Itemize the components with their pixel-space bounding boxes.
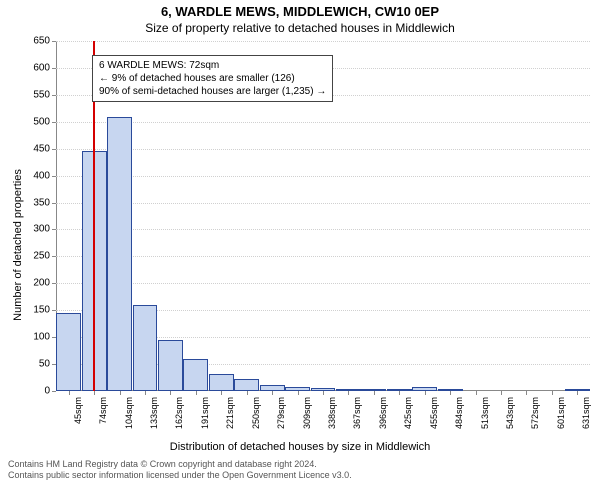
y-tick-label: 650 — [33, 36, 56, 47]
x-tick-label: 191sqm — [200, 397, 210, 429]
y-tick-label: 450 — [33, 143, 56, 154]
gridline — [56, 122, 590, 123]
y-tick-label: 150 — [33, 305, 56, 316]
histogram-bar — [158, 340, 183, 391]
gridline — [56, 229, 590, 230]
annotation-line2: ← 9% of detached houses are smaller (126… — [99, 72, 326, 85]
x-tick-label: 484sqm — [454, 397, 464, 429]
x-tick — [552, 391, 553, 395]
x-tick — [348, 391, 349, 395]
y-tick-label: 0 — [44, 386, 56, 397]
histogram-bar — [133, 305, 158, 391]
histogram-bar — [183, 359, 208, 391]
x-tick — [476, 391, 477, 395]
x-tick-label: 279sqm — [276, 397, 286, 429]
x-tick-label: 513sqm — [480, 397, 490, 429]
x-tick — [577, 391, 578, 395]
x-tick — [247, 391, 248, 395]
x-tick — [196, 391, 197, 395]
gridline — [56, 256, 590, 257]
x-tick-label: 250sqm — [251, 397, 261, 429]
histogram-bar — [56, 313, 81, 391]
footer-line2: Contains public sector information licen… — [8, 470, 592, 481]
y-tick-label: 500 — [33, 116, 56, 127]
x-tick-label: 367sqm — [352, 397, 362, 429]
plot-area: 0501001502002503003504004505005506006504… — [56, 41, 590, 391]
histogram-bar — [107, 117, 132, 391]
x-tick-label: 631sqm — [581, 397, 591, 429]
gridline — [56, 41, 590, 42]
x-tick-label: 396sqm — [378, 397, 388, 429]
x-tick-label: 104sqm — [124, 397, 134, 429]
gridline — [56, 203, 590, 204]
x-tick — [323, 391, 324, 395]
y-tick-label: 100 — [33, 332, 56, 343]
x-tick-label: 601sqm — [556, 397, 566, 429]
x-tick — [120, 391, 121, 395]
histogram-bar — [234, 379, 259, 391]
x-tick-label: 455sqm — [429, 397, 439, 429]
x-tick — [399, 391, 400, 395]
x-tick — [94, 391, 95, 395]
x-tick — [272, 391, 273, 395]
x-tick — [145, 391, 146, 395]
x-tick — [69, 391, 70, 395]
page-title-line1: 6, WARDLE MEWS, MIDDLEWICH, CW10 0EP — [0, 0, 600, 19]
gridline — [56, 283, 590, 284]
annotation-line1: 6 WARDLE MEWS: 72sqm — [99, 59, 326, 72]
x-tick — [425, 391, 426, 395]
x-tick-label: 425sqm — [403, 397, 413, 429]
x-tick-label: 572sqm — [530, 397, 540, 429]
x-tick-label: 45sqm — [73, 397, 83, 424]
x-tick-label: 133sqm — [149, 397, 159, 429]
x-tick-label: 543sqm — [505, 397, 515, 429]
annotation-box: 6 WARDLE MEWS: 72sqm ← 9% of detached ho… — [92, 55, 333, 102]
gridline — [56, 149, 590, 150]
x-tick-label: 221sqm — [225, 397, 235, 429]
x-tick — [450, 391, 451, 395]
footer-line1: Contains HM Land Registry data © Crown c… — [8, 459, 592, 470]
gridline — [56, 176, 590, 177]
page-title-line2: Size of property relative to detached ho… — [0, 19, 600, 35]
x-tick — [170, 391, 171, 395]
y-tick-label: 550 — [33, 89, 56, 100]
x-tick-label: 162sqm — [174, 397, 184, 429]
y-tick-label: 50 — [39, 359, 56, 370]
y-tick-label: 200 — [33, 278, 56, 289]
y-tick-label: 350 — [33, 197, 56, 208]
footer: Contains HM Land Registry data © Crown c… — [0, 455, 600, 482]
x-tick-label: 74sqm — [98, 397, 108, 424]
x-axis-label: Distribution of detached houses by size … — [170, 441, 430, 453]
y-tick-label: 250 — [33, 251, 56, 262]
y-axis-label: Number of detached properties — [12, 169, 24, 321]
y-tick-label: 300 — [33, 224, 56, 235]
x-tick — [501, 391, 502, 395]
x-tick — [298, 391, 299, 395]
x-tick — [374, 391, 375, 395]
x-tick-label: 309sqm — [302, 397, 312, 429]
chart-container: Number of detached properties 0501001502… — [0, 35, 600, 455]
x-tick — [221, 391, 222, 395]
histogram-bar — [209, 374, 234, 391]
x-tick-label: 338sqm — [327, 397, 337, 429]
y-tick-label: 400 — [33, 170, 56, 181]
x-tick — [526, 391, 527, 395]
y-tick-label: 600 — [33, 62, 56, 73]
annotation-line3: 90% of semi-detached houses are larger (… — [99, 85, 326, 98]
